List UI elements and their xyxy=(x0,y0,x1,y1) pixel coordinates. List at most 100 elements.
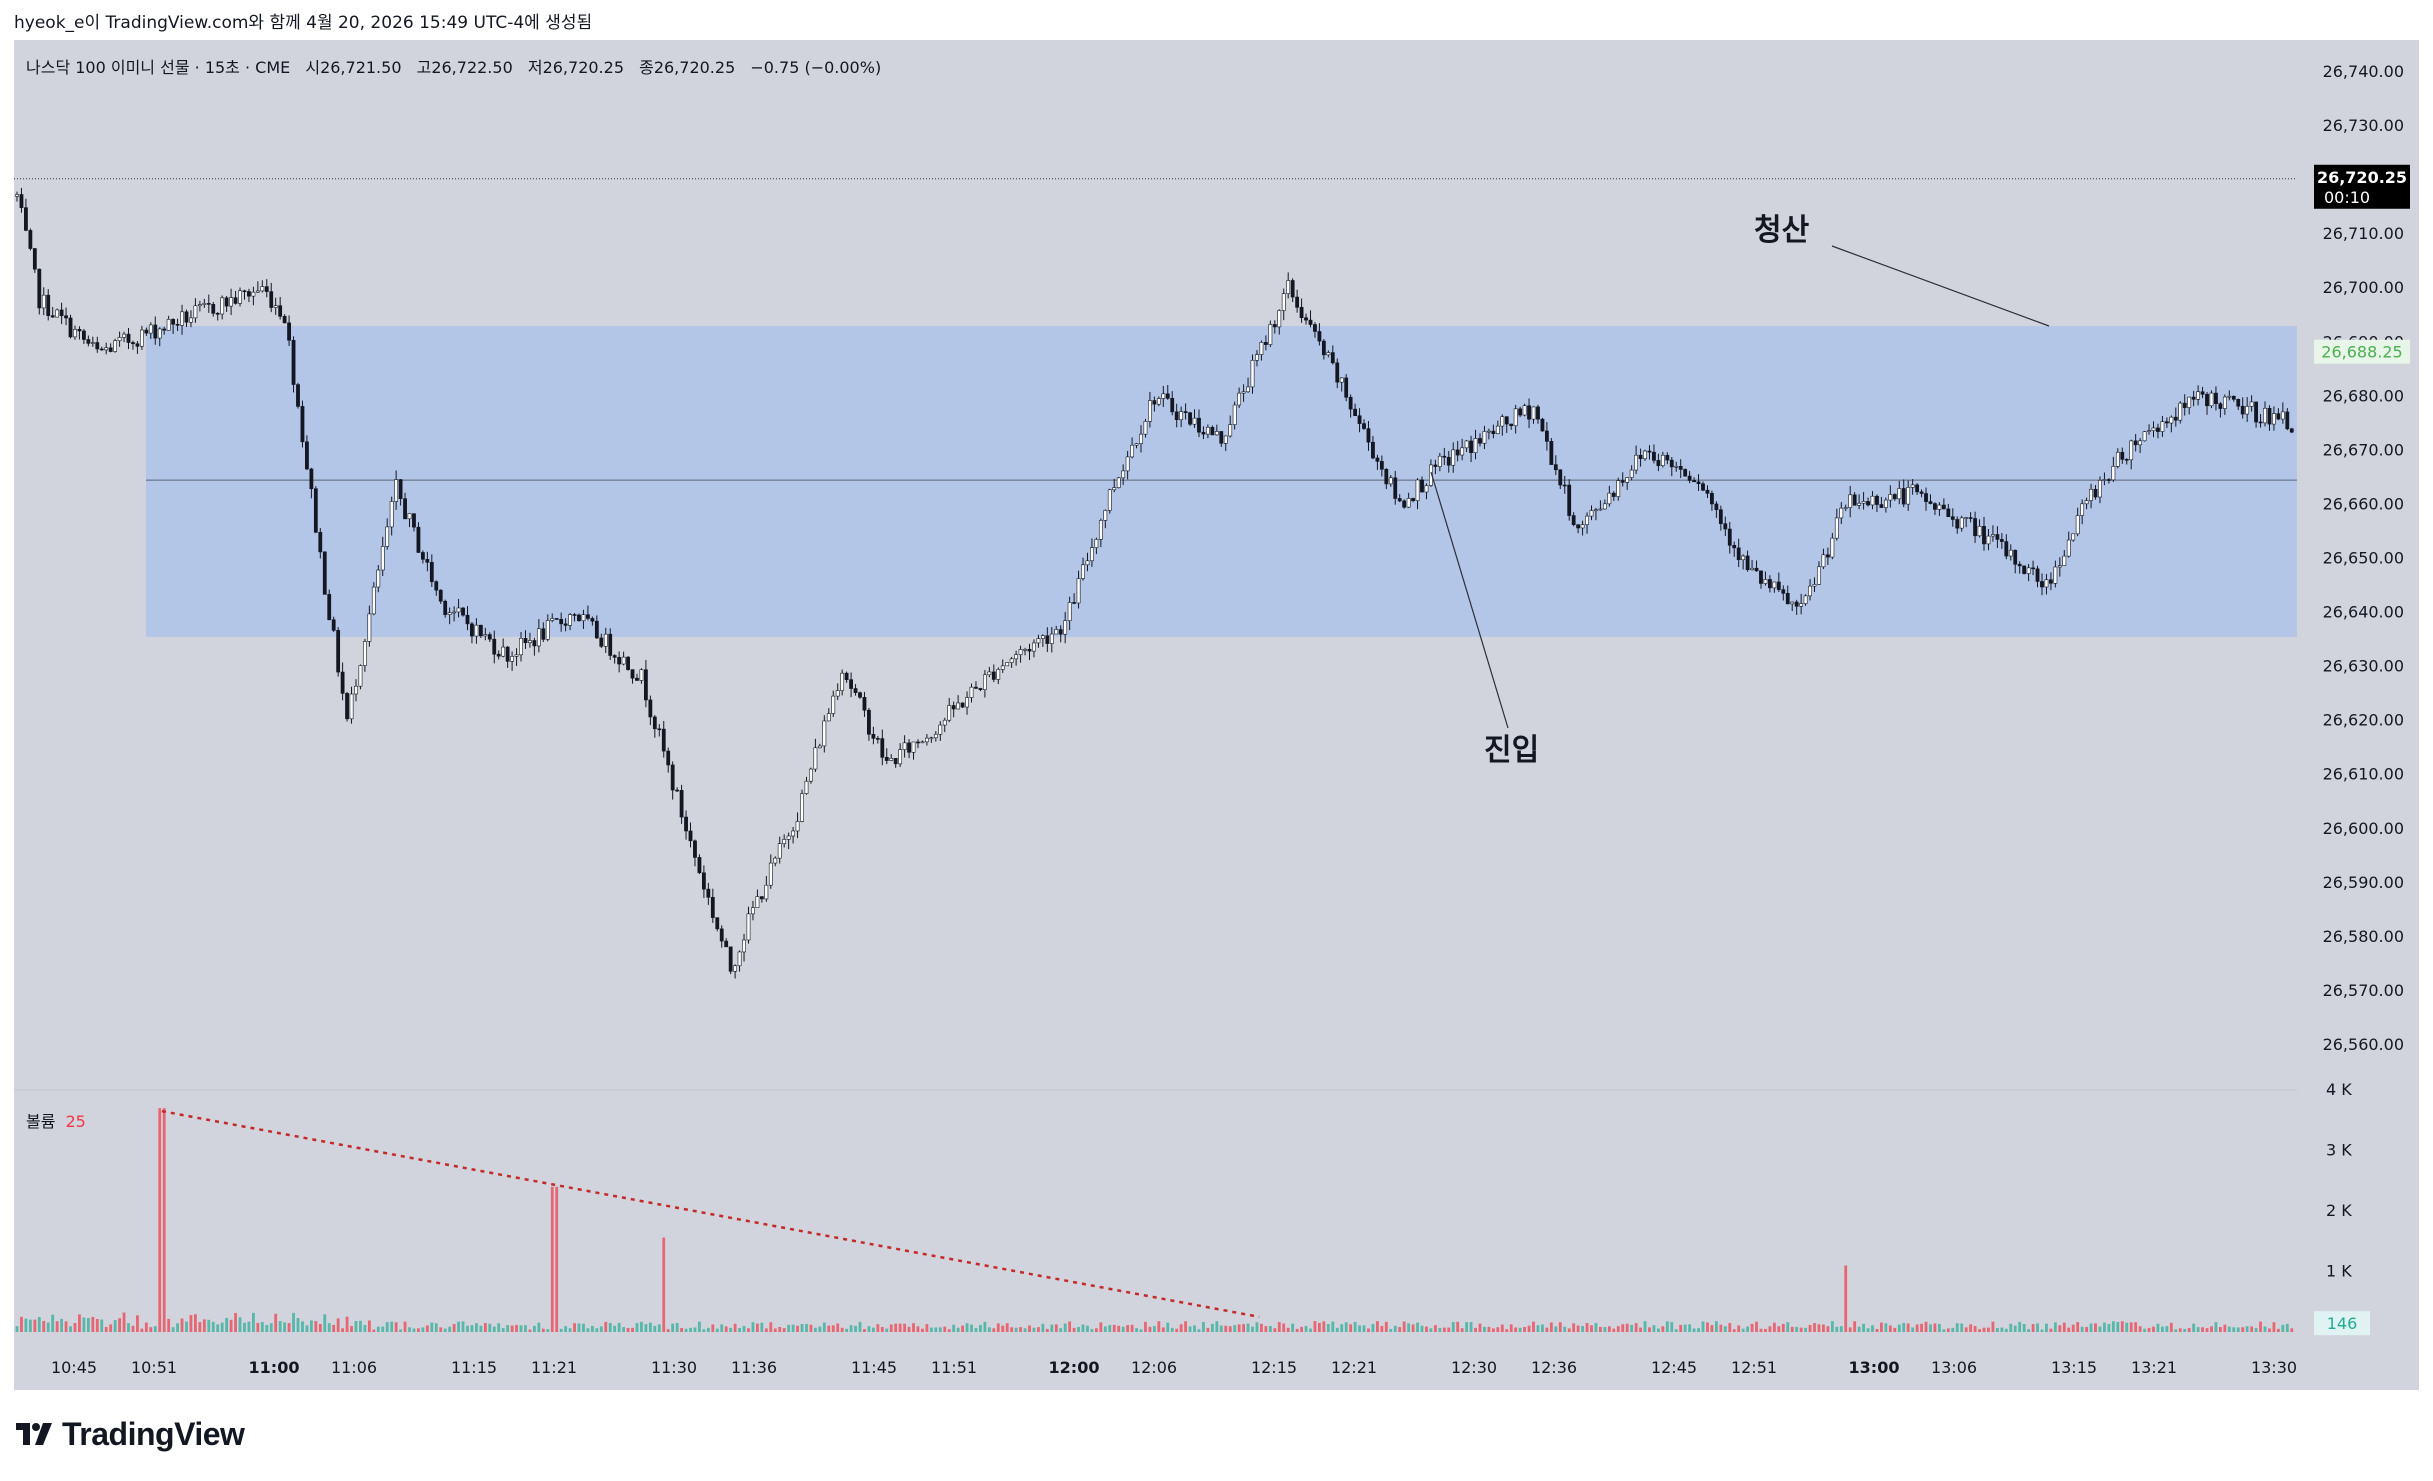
volume-bar xyxy=(60,1319,64,1332)
candle-body xyxy=(773,857,778,864)
volume-bar xyxy=(796,1325,799,1332)
time-tick-label: 12:51 xyxy=(1731,1358,1777,1377)
price-tick-label: 26,630.00 xyxy=(2323,657,2404,676)
candle-body xyxy=(1504,416,1509,425)
candle-body xyxy=(483,634,488,637)
volume-bar xyxy=(1813,1323,1816,1332)
volume-bar xyxy=(1978,1329,1981,1332)
candle-body xyxy=(309,468,314,490)
current-volume-value: 146 xyxy=(2327,1314,2358,1333)
candle-body xyxy=(1228,424,1233,437)
candle-body xyxy=(2276,413,2281,420)
volume-bar xyxy=(1679,1324,1683,1332)
volume-bar xyxy=(1585,1323,1589,1332)
volume-bar xyxy=(2013,1325,2017,1332)
volume-bar xyxy=(1590,1325,1593,1332)
candle-body xyxy=(1692,480,1696,483)
legend-close: 종26,720.25 xyxy=(639,58,736,77)
volume-bar xyxy=(1768,1326,1772,1332)
volume-legend: 볼륨 25 xyxy=(26,1108,86,1132)
candle-body xyxy=(50,315,55,318)
candle-body xyxy=(675,789,680,792)
time-tick-label: 11:15 xyxy=(451,1358,497,1377)
volume-bar xyxy=(127,1323,130,1332)
volume-bar xyxy=(1572,1323,1576,1332)
volume-bar xyxy=(425,1325,429,1332)
candle-body xyxy=(1446,456,1451,466)
volume-bar xyxy=(1581,1326,1584,1332)
volume-bar xyxy=(773,1328,777,1332)
volume-bar xyxy=(1380,1325,1384,1332)
volume-bar xyxy=(1951,1327,1955,1332)
volume-bar xyxy=(1714,1321,1718,1332)
candle-body xyxy=(1018,649,1023,655)
candle-body xyxy=(1857,502,1862,506)
candle-body xyxy=(1634,454,1639,471)
candle-body xyxy=(1478,438,1482,444)
candle-body xyxy=(1009,658,1014,663)
volume-bar xyxy=(1268,1325,1272,1332)
candle-body xyxy=(1866,501,1870,506)
volume-bar xyxy=(1251,1326,1254,1332)
candle-body xyxy=(1116,477,1121,488)
candle-body xyxy=(1527,405,1531,420)
candle-body xyxy=(1678,465,1683,470)
volume-bar xyxy=(1108,1325,1112,1332)
candle-body xyxy=(586,614,590,619)
volume-bar xyxy=(1634,1323,1638,1332)
candle-body xyxy=(974,686,978,689)
candle-body xyxy=(32,248,37,270)
candle-body xyxy=(1906,487,1911,505)
time-tick-label: 11:00 xyxy=(249,1358,300,1377)
candle-body xyxy=(331,619,336,631)
volume-bar xyxy=(1170,1327,1174,1332)
volume-bar xyxy=(1371,1324,1375,1332)
axes-layer: 26,740.0026,730.0026,720.0026,710.0026,7… xyxy=(14,40,2419,1390)
candle-body xyxy=(1701,483,1705,491)
volume-bar xyxy=(805,1324,808,1332)
candle-body xyxy=(688,830,693,842)
volume-bar xyxy=(1295,1328,1299,1332)
exit-pointer-line xyxy=(1831,245,2050,327)
candle-body xyxy=(1830,537,1835,558)
volume-bar xyxy=(2272,1322,2276,1332)
volume-bar xyxy=(2236,1327,2240,1332)
candle-body xyxy=(175,324,180,326)
volume-bar xyxy=(2053,1322,2057,1332)
candle-body xyxy=(19,194,24,208)
time-tick-label: 11:51 xyxy=(931,1358,977,1377)
candle-body xyxy=(345,693,349,720)
candle-body xyxy=(791,830,795,837)
volume-bar xyxy=(1313,1321,1317,1332)
candle-body xyxy=(849,679,853,689)
candle-body xyxy=(2089,488,2093,501)
candle-body xyxy=(2013,549,2018,565)
price-tick-label: 26,660.00 xyxy=(2323,494,2404,513)
volume-bar xyxy=(1701,1321,1705,1332)
candle-body xyxy=(2258,421,2263,424)
candle-body xyxy=(2218,403,2223,409)
candle-body xyxy=(2040,581,2044,588)
candle-body xyxy=(536,628,541,647)
candle-body xyxy=(1495,425,1500,434)
volume-bar xyxy=(274,1313,278,1332)
volume-bar xyxy=(1706,1322,1709,1332)
volume-bar xyxy=(381,1326,385,1332)
candle-body xyxy=(2147,430,2151,432)
tradingview-logo[interactable]: TradingView xyxy=(16,1416,245,1453)
volume-bar xyxy=(2147,1327,2151,1332)
candle-body xyxy=(844,672,849,680)
candle-body xyxy=(1281,293,1286,311)
volume-bar xyxy=(2107,1324,2111,1332)
volume-bar xyxy=(733,1323,737,1332)
time-tick-label: 11:30 xyxy=(651,1358,697,1377)
candle-body xyxy=(1188,412,1192,425)
volume-bar xyxy=(2031,1324,2035,1332)
candle-body xyxy=(532,640,537,647)
volume-bar xyxy=(2129,1322,2133,1332)
price-tick-label: 26,620.00 xyxy=(2323,711,2404,730)
volume-bar xyxy=(912,1323,915,1332)
